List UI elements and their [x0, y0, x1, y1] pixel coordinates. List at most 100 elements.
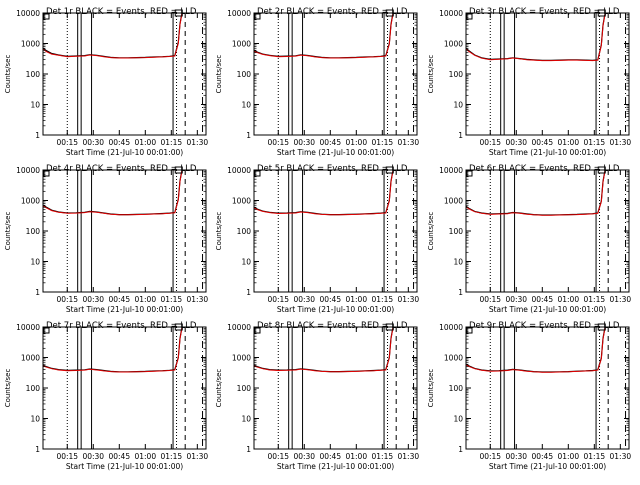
y-tick-label: 10 — [453, 415, 463, 424]
series-line-events — [466, 327, 607, 373]
x-axis-label: Start Time (21-Jul-10 00:01:00) — [489, 148, 606, 157]
x-axis-label: Start Time (21-Jul-10 00:01:00) — [489, 305, 606, 314]
series-line-events — [466, 170, 607, 216]
y-axis-label: Counts/sec — [215, 212, 223, 251]
x-tick-label: 00:15 — [56, 295, 78, 304]
y-tick-label: 10000 — [227, 323, 251, 332]
x-tick-label: 01:15 — [584, 452, 606, 461]
x-tick-label: 01:00 — [345, 452, 367, 461]
x-tick-label: 01:30 — [398, 295, 420, 304]
y-tick-label: 1000 — [444, 40, 463, 49]
x-tick-label: 01:30 — [187, 138, 209, 147]
x-axis-label: Start Time (21-Jul-10 00:01:00) — [277, 305, 394, 314]
x-tick-label: 00:30 — [82, 295, 104, 304]
x-tick-label: 00:15 — [479, 295, 501, 304]
x-axis-label: Start Time (21-Jul-10 00:01:00) — [277, 148, 394, 157]
y-tick-label: 1 — [35, 131, 40, 140]
x-tick-label: 00:30 — [82, 138, 104, 147]
x-tick-label: 00:30 — [505, 295, 527, 304]
square-marker — [254, 170, 261, 177]
x-tick-label: 00:30 — [505, 138, 527, 147]
series-line-events — [43, 327, 184, 373]
y-tick-label: 100 — [26, 384, 41, 393]
y-tick-label: 100 — [237, 384, 252, 393]
y-tick-label: 10 — [453, 258, 463, 267]
square-marker — [43, 170, 50, 177]
series-line-lld — [466, 170, 607, 216]
series-line-events — [43, 170, 184, 216]
y-axis-label: Counts/sec — [427, 212, 435, 251]
x-tick-label: 01:00 — [134, 295, 156, 304]
x-tick-label: 01:15 — [584, 295, 606, 304]
square-marker — [43, 13, 50, 20]
y-tick-label: 1 — [458, 288, 463, 297]
y-axis-label: Counts/sec — [427, 55, 435, 94]
square-marker — [43, 327, 50, 334]
x-tick-label: 00:45 — [108, 295, 130, 304]
x-tick-label: 00:15 — [479, 452, 501, 461]
y-tick-label: 10000 — [16, 166, 40, 175]
y-axis-label: Counts/sec — [427, 369, 435, 408]
series-line-events — [466, 13, 607, 62]
y-tick-label: 100 — [449, 384, 464, 393]
x-tick-label: 01:15 — [161, 138, 183, 147]
y-tick-label: 10000 — [16, 9, 40, 18]
x-tick-label: 00:30 — [293, 452, 315, 461]
series-line-lld — [254, 13, 395, 59]
x-tick-label: 00:15 — [267, 452, 289, 461]
y-tick-label: 10 — [30, 101, 40, 110]
y-tick-label: 10000 — [439, 9, 463, 18]
series-line-lld — [43, 170, 184, 216]
y-tick-label: 100 — [237, 227, 252, 236]
panel-title: Det 6r BLACK = Events, RED = LLD — [469, 164, 620, 174]
y-tick-label: 1000 — [232, 197, 251, 206]
y-tick-label: 10 — [30, 415, 40, 424]
x-tick-label: 01:30 — [610, 295, 632, 304]
x-tick-label: 01:30 — [610, 452, 632, 461]
y-tick-label: 100 — [26, 227, 41, 236]
x-tick-label: 00:15 — [56, 138, 78, 147]
x-tick-label: 01:00 — [557, 295, 579, 304]
x-tick-label: 01:00 — [134, 452, 156, 461]
y-tick-label: 1 — [246, 445, 251, 454]
panel-title: Det 9r BLACK = Events, RED = LLD — [469, 321, 620, 331]
x-tick-label: 01:15 — [372, 452, 394, 461]
x-tick-label: 01:30 — [610, 138, 632, 147]
panel-title: Det 1r BLACK = Events, RED = LLD — [46, 7, 197, 17]
x-tick-label: 01:15 — [372, 138, 394, 147]
x-axis-label: Start Time (21-Jul-10 00:01:00) — [277, 462, 394, 471]
x-tick-label: 00:45 — [319, 452, 341, 461]
panel-title: Det 2r BLACK = Events, RED = LLD — [257, 7, 408, 17]
series-line-events — [43, 13, 184, 59]
y-tick-label: 10 — [241, 415, 251, 424]
y-tick-label: 10 — [30, 258, 40, 267]
y-axis-label: Counts/sec — [215, 369, 223, 408]
y-tick-label: 1 — [246, 131, 251, 140]
panel-title: Det 3r BLACK = Events, RED = LLD — [469, 7, 620, 17]
x-tick-label: 00:45 — [531, 452, 553, 461]
series-line-lld — [254, 170, 395, 216]
y-tick-label: 100 — [26, 70, 41, 79]
panel-title: Det 4r BLACK = Events, RED = LLD — [46, 164, 197, 174]
x-axis-label: Start Time (21-Jul-10 00:01:00) — [66, 462, 183, 471]
panel-det-1r: 1 10 100 1000 10000 00:15 00:30 00:45 01:00 01:15… — [4, 7, 208, 157]
square-marker — [466, 170, 473, 177]
x-axis-label: Start Time (21-Jul-10 00:01:00) — [66, 305, 183, 314]
y-tick-label: 10 — [241, 258, 251, 267]
panel-title: Det 5r BLACK = Events, RED = LLD — [257, 164, 408, 174]
x-tick-label: 01:30 — [187, 295, 209, 304]
y-tick-label: 1000 — [444, 354, 463, 363]
panel-det-7r: 1 10 100 1000 10000 00:15 00:30 00:45 01:00 01:15… — [4, 321, 208, 471]
y-tick-label: 10000 — [227, 166, 251, 175]
x-tick-label: 01:30 — [398, 138, 420, 147]
y-axis-label: Counts/sec — [4, 369, 12, 408]
square-marker — [254, 327, 261, 334]
square-marker — [466, 327, 473, 334]
y-tick-label: 100 — [449, 70, 464, 79]
y-tick-label: 10000 — [439, 166, 463, 175]
x-tick-label: 00:30 — [293, 138, 315, 147]
y-tick-label: 1000 — [21, 197, 40, 206]
x-tick-label: 00:15 — [267, 138, 289, 147]
series-line-events — [254, 13, 395, 59]
